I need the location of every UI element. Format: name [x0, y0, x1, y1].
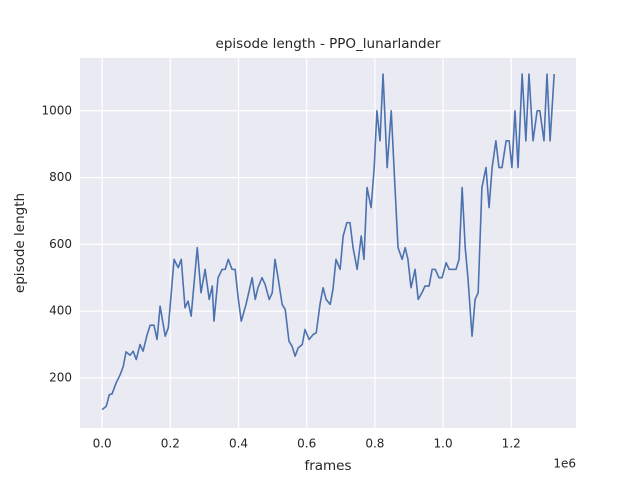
x-tick-label: 0.4	[229, 437, 248, 451]
chart-title: episode length - PPO_lunarlander	[216, 36, 441, 52]
x-offset-text: 1e6	[553, 457, 576, 471]
x-tick-label: 1.0	[434, 437, 453, 451]
data-line	[101, 73, 555, 411]
x-tick-label: 0.0	[93, 437, 112, 451]
y-axis-label: episode length	[12, 193, 28, 293]
plot-area	[80, 58, 576, 428]
y-tick-label: 400	[49, 304, 72, 318]
x-tick-label: 0.8	[365, 437, 384, 451]
y-tick-label: 1000	[41, 103, 72, 117]
x-tick-label: 0.2	[161, 437, 180, 451]
x-axis-label: frames	[304, 458, 351, 474]
y-tick-label: 600	[49, 237, 72, 251]
x-tick-label: 1.2	[502, 437, 521, 451]
x-tick-label: 0.6	[297, 437, 316, 451]
y-tick-label: 200	[49, 370, 72, 384]
y-tick-label: 800	[49, 170, 72, 184]
